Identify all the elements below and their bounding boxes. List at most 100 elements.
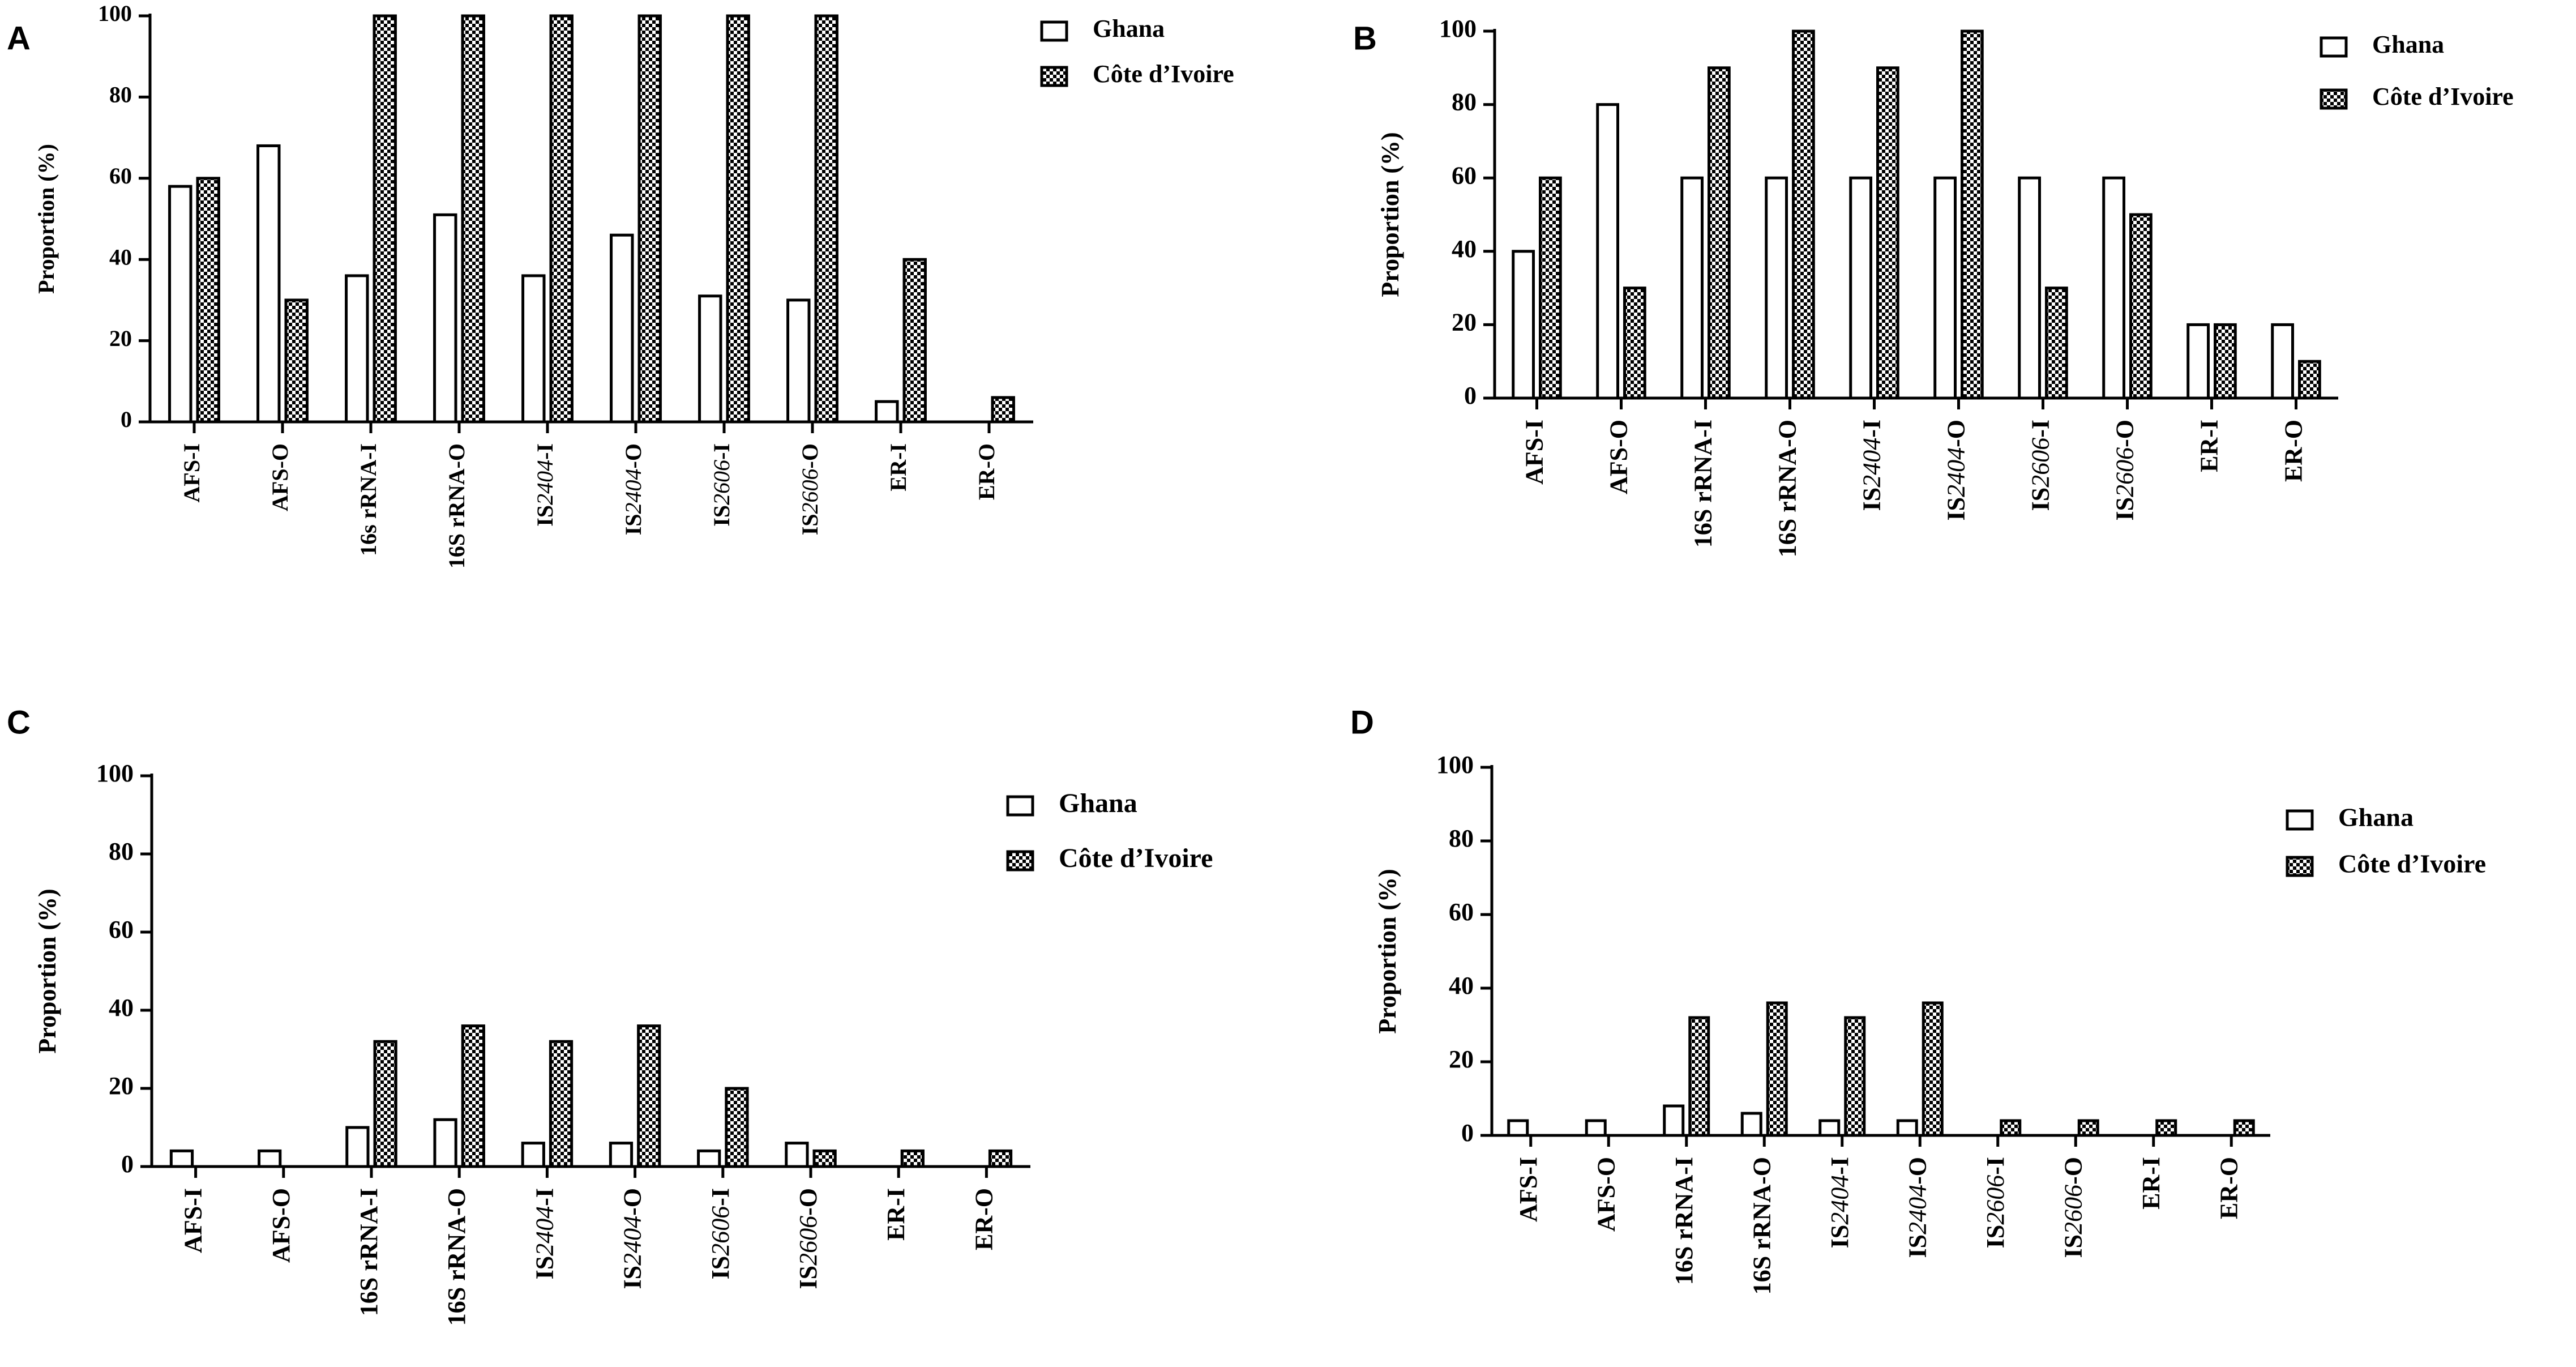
legend-swatch-c-1 bbox=[1006, 850, 1034, 872]
bar-b-cote-divoire-3 bbox=[1792, 29, 1815, 400]
bar-b-ghana-4 bbox=[1849, 176, 1872, 400]
bar-a-cote-divoire-7 bbox=[814, 14, 838, 424]
bar-c-cote-divoire-9 bbox=[988, 1149, 1013, 1168]
y-tick-label-c-80: 80 bbox=[109, 838, 134, 865]
y-tick-label-a-60: 60 bbox=[109, 163, 132, 189]
x-tick-label-a-9: ER-O bbox=[974, 443, 999, 500]
x-tick-label-d-9: ER-O bbox=[2215, 1157, 2243, 1219]
y-tick-label-d-60: 60 bbox=[1449, 898, 1474, 926]
legend-a: Ghana Côte d’Ivoire bbox=[1040, 15, 1234, 88]
bar-a-ghana-4 bbox=[521, 274, 546, 424]
x-tick-label-d-7: IS2606-O bbox=[2059, 1157, 2087, 1258]
bar-a-cote-divoire-5 bbox=[637, 14, 662, 424]
y-axis-title-d: Proportion (%) bbox=[1373, 869, 1401, 1033]
legend-label-a-0: Ghana bbox=[1093, 15, 1165, 42]
legend-label-b-0: Ghana bbox=[2372, 31, 2444, 58]
y-tick-label-d-80: 80 bbox=[1449, 825, 1474, 852]
bar-d-ghana-5 bbox=[1896, 1119, 1918, 1137]
x-tick-label-b-4: IS2404-I bbox=[1858, 420, 1886, 511]
x-tick-label-c-6: IS2606-I bbox=[707, 1188, 734, 1279]
bar-d-cote-divoire-8 bbox=[2155, 1119, 2177, 1137]
bar-b-cote-divoire-6 bbox=[2045, 287, 2068, 400]
bar-a-ghana-3 bbox=[433, 213, 457, 424]
bar-c-cote-divoire-8 bbox=[900, 1149, 925, 1168]
legend-label-c-0: Ghana bbox=[1059, 788, 1137, 818]
x-tick-label-a-5: IS2404-O bbox=[621, 443, 646, 535]
bar-b-ghana-1 bbox=[1596, 103, 1619, 400]
y-tick-label-d-40: 40 bbox=[1449, 972, 1474, 999]
bar-a-cote-divoire-6 bbox=[726, 14, 750, 424]
legend-swatch-d-1 bbox=[2286, 856, 2314, 877]
y-axis-title-c: Proportion (%) bbox=[33, 888, 61, 1053]
x-tick-label-d-4: IS2404-I bbox=[1826, 1157, 1854, 1248]
x-tick-label-b-9: ER-O bbox=[2280, 420, 2308, 482]
bar-b-cote-divoire-9 bbox=[2298, 360, 2321, 400]
y-tick-label-c-40: 40 bbox=[109, 994, 134, 1022]
bar-a-cote-divoire-3 bbox=[461, 14, 485, 424]
x-tick-label-b-7: IS2606-O bbox=[2111, 420, 2139, 520]
bar-a-cote-divoire-2 bbox=[373, 14, 397, 424]
y-tick-label-c-100: 100 bbox=[96, 759, 134, 787]
x-tick-label-d-0: AFS-I bbox=[1514, 1157, 1542, 1222]
x-tick-label-d-8: ER-I bbox=[2137, 1157, 2165, 1210]
x-tick-label-a-6: IS2606-I bbox=[709, 443, 734, 527]
y-tick-label-b-0: 0 bbox=[1464, 382, 1477, 409]
x-tick-label-a-8: ER-I bbox=[885, 443, 911, 491]
x-tick-label-c-4: IS2404-I bbox=[530, 1188, 558, 1279]
bar-d-cote-divoire-9 bbox=[2233, 1119, 2255, 1137]
bar-c-cote-divoire-6 bbox=[725, 1087, 749, 1168]
x-tick-label-b-2: 16S rRNA-I bbox=[1689, 420, 1717, 548]
x-tick-label-a-3: 16S rRNA-O bbox=[444, 443, 469, 569]
legend-swatch-c-0 bbox=[1006, 795, 1034, 817]
x-tick-label-d-5: IS2404-O bbox=[1903, 1157, 1931, 1258]
bar-b-cote-divoire-5 bbox=[1961, 29, 1984, 400]
y-tick-label-a-0: 0 bbox=[121, 407, 132, 432]
bar-c-ghana-6 bbox=[697, 1149, 721, 1168]
legend-swatch-a-0 bbox=[1040, 20, 1068, 42]
y-tick-label-d-0: 0 bbox=[1461, 1119, 1474, 1147]
x-tick-label-b-6: IS2606-I bbox=[2027, 420, 2055, 511]
panel-letter-a: A bbox=[7, 20, 31, 57]
y-tick-label-a-40: 40 bbox=[109, 244, 132, 270]
x-tick-label-c-0: AFS-I bbox=[179, 1188, 207, 1253]
x-tick-label-c-5: IS2404-O bbox=[619, 1188, 647, 1289]
x-tick-label-b-0: AFS-I bbox=[1521, 420, 1548, 485]
chart-panel-b: B 0 20 40 60 80 100 Proportion (%) AFS-I AFS-O 16S… bbox=[1353, 15, 2514, 557]
bar-b-cote-divoire-1 bbox=[1623, 287, 1646, 400]
y-tick-label-c-20: 20 bbox=[109, 1072, 134, 1100]
x-tick-label-b-3: 16S rRNA-O bbox=[1774, 420, 1802, 557]
bar-a-ghana-6 bbox=[698, 294, 722, 424]
bar-d-ghana-3 bbox=[1740, 1112, 1762, 1137]
legend-label-a-1: Côte d’Ivoire bbox=[1093, 60, 1234, 88]
y-tick-label-a-100: 100 bbox=[98, 1, 132, 26]
bar-a-ghana-5 bbox=[610, 233, 634, 424]
y-tick-label-c-60: 60 bbox=[109, 916, 134, 943]
legend-swatch-b-0 bbox=[2320, 36, 2348, 58]
x-tick-label-b-5: IS2404-O bbox=[1942, 420, 1970, 520]
x-tick-label-c-3: 16S rRNA-O bbox=[443, 1188, 470, 1326]
bar-d-cote-divoire-7 bbox=[2077, 1119, 2099, 1137]
x-tick-label-a-7: IS2606-O bbox=[797, 443, 823, 535]
legend-label-b-1: Côte d’Ivoire bbox=[2372, 83, 2514, 110]
chart-panel-d: D 0 20 40 60 80 100 Proportion (%) AFS-I AFS-O 16S… bbox=[1350, 704, 2486, 1295]
legend-label-c-1: Côte d’Ivoire bbox=[1059, 843, 1213, 873]
x-tick-label-d-2: 16S rRNA-I bbox=[1670, 1157, 1698, 1285]
bar-c-ghana-1 bbox=[258, 1149, 282, 1168]
legend-d: Ghana Côte d’Ivoire bbox=[2286, 803, 2486, 878]
legend-label-d-0: Ghana bbox=[2338, 803, 2414, 832]
bar-d-ghana-1 bbox=[1585, 1119, 1607, 1137]
bar-b-ghana-2 bbox=[1680, 176, 1704, 400]
bar-c-cote-divoire-4 bbox=[549, 1040, 574, 1168]
panel-letter-b: B bbox=[1353, 20, 1377, 57]
bar-a-ghana-0 bbox=[168, 185, 192, 424]
bar-d-ghana-4 bbox=[1818, 1119, 1841, 1137]
legend-swatch-d-0 bbox=[2286, 809, 2314, 831]
y-tick-label-b-20: 20 bbox=[1452, 308, 1477, 336]
bar-c-ghana-0 bbox=[169, 1149, 194, 1168]
bar-b-ghana-6 bbox=[2018, 176, 2041, 400]
x-tick-label-c-2: 16S rRNA-I bbox=[355, 1188, 383, 1316]
x-tick-label-a-0: AFS-I bbox=[179, 443, 204, 502]
panel-letter-d: D bbox=[1350, 704, 1374, 741]
bar-a-ghana-1 bbox=[256, 144, 281, 424]
chart-panel-c: C 0 20 40 60 80 100 Proportion (%) AFS-I AFS-O 16S… bbox=[7, 704, 1213, 1326]
